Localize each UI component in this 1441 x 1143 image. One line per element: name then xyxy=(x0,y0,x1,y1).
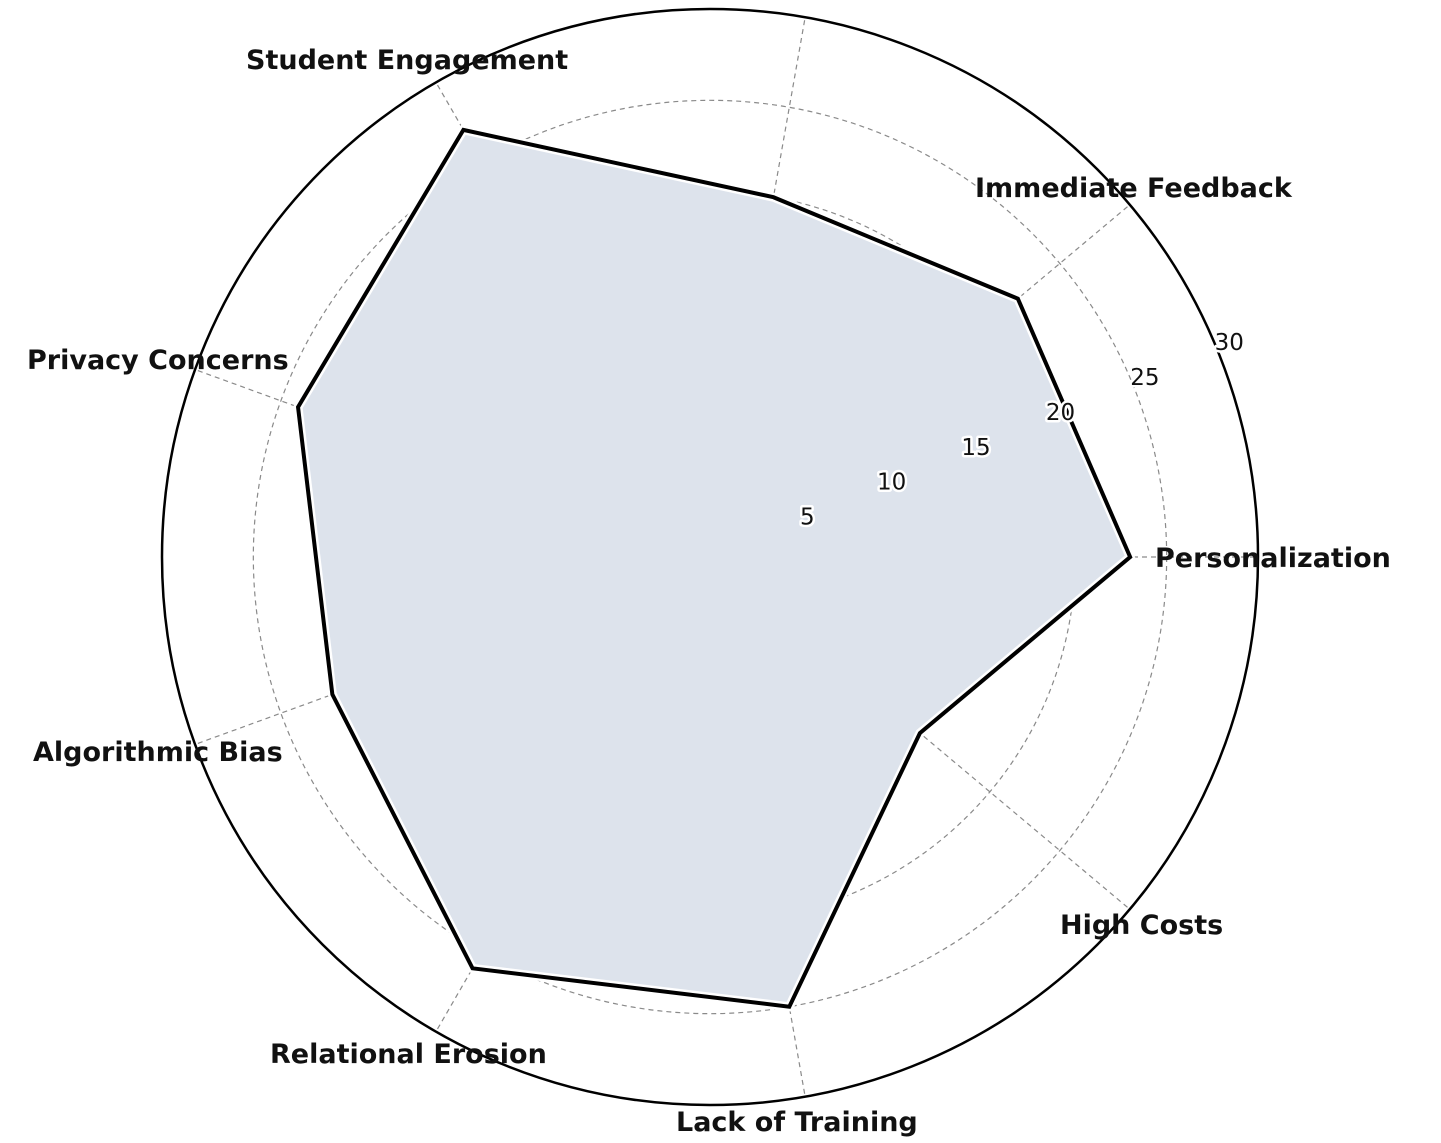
radial-tick-labels: 5 10 15 20 25 30 xyxy=(797,327,1246,533)
category-label: Lack of Training xyxy=(676,1107,918,1138)
grid-ring xyxy=(252,99,1168,1015)
rtick-label: 20 xyxy=(1046,400,1075,426)
outer-circle xyxy=(160,7,1260,1107)
category-label: Relational Erosion xyxy=(270,1039,547,1070)
rtick-label: 5 xyxy=(800,505,815,531)
category-label: Algorithmic Bias xyxy=(33,737,283,768)
category-labels: Personalization Immediate Feedback Student… xyxy=(27,45,1391,1138)
category-label: Privacy Concerns xyxy=(27,345,289,376)
series xyxy=(293,124,1136,1012)
category-label: Personalization xyxy=(1155,543,1391,574)
series-line xyxy=(295,127,1133,1009)
rtick-label: 30 xyxy=(1215,330,1244,356)
rtick-label: 10 xyxy=(877,470,906,496)
rtick-label: 25 xyxy=(1130,365,1159,391)
rtick-label: 15 xyxy=(961,435,990,461)
category-label: Student Engagement xyxy=(246,45,568,76)
category-label: High Costs xyxy=(1060,910,1223,941)
category-label: Immediate Feedback xyxy=(975,173,1293,204)
